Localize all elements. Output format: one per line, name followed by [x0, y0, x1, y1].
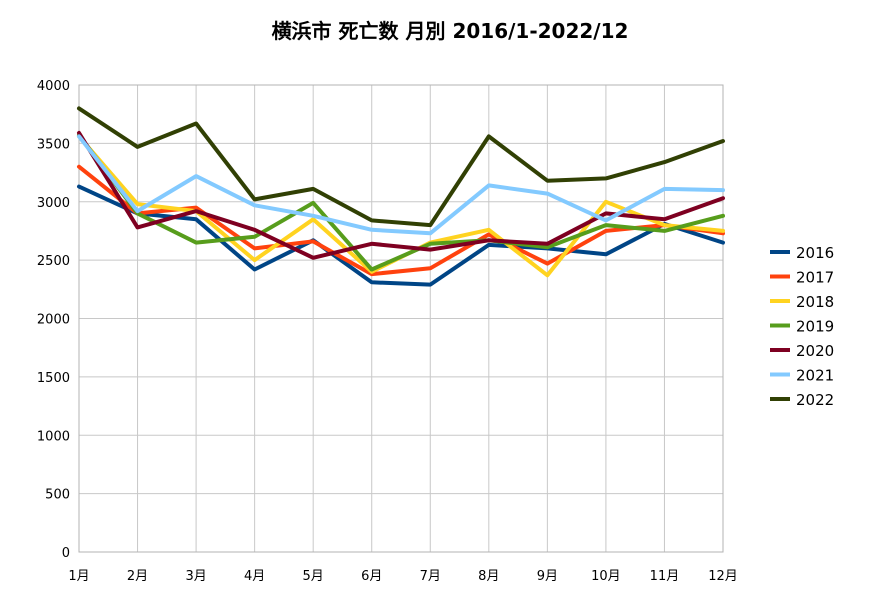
- x-tick-label: 2月: [127, 569, 148, 584]
- x-tick-label: 10月: [591, 569, 621, 584]
- y-tick-label: 500: [45, 488, 70, 503]
- legend-label-2019: 2019: [796, 318, 834, 336]
- y-tick-label: 1000: [37, 429, 70, 444]
- x-tick-label: 7月: [420, 569, 441, 584]
- series-line-2018: [77, 134, 725, 278]
- y-tick-label: 2000: [37, 313, 70, 328]
- axis-layer: 0 500 1000 1500 2000 2500 3000 3500 4000 1月 2月 3月 4月…: [37, 79, 738, 584]
- series-line-2019: [77, 133, 725, 272]
- y-tick-label: 4000: [37, 79, 70, 94]
- y-tick-label: 2500: [37, 254, 70, 269]
- legend-label-2017: 2017: [796, 269, 834, 287]
- x-tick-label: 4月: [244, 569, 265, 584]
- chart-title: 横浜市 死亡数 月別 2016/1-2022/12: [272, 19, 629, 43]
- x-tick-label: 3月: [185, 569, 206, 584]
- x-tick-label: 11月: [650, 569, 680, 584]
- legend-label-2016: 2016: [796, 244, 834, 262]
- x-tick-label: 5月: [303, 569, 324, 584]
- x-tick-label: 1月: [68, 569, 89, 584]
- y-tick-label: 3500: [37, 137, 70, 152]
- series-line-2016: [77, 184, 725, 287]
- series-line-2022: [77, 106, 725, 228]
- x-tick-label: 12月: [708, 569, 738, 584]
- legend-label-2022: 2022: [796, 391, 834, 409]
- y-tick-label: 1500: [37, 371, 70, 386]
- legend-label-2020: 2020: [796, 342, 834, 360]
- legend: 2016 2017 2018 2019 2020 2021 2022: [770, 244, 834, 409]
- x-tick-label: 9月: [537, 569, 558, 584]
- series-layer: [77, 106, 725, 287]
- x-tick-label: 6月: [361, 569, 382, 584]
- plot-frame: [78, 84, 724, 553]
- legend-label-2021: 2021: [796, 367, 834, 385]
- grid-layer: [78, 84, 724, 553]
- x-tick-label: 8月: [478, 569, 499, 584]
- y-tick-label: 3000: [37, 196, 70, 211]
- legend-label-2018: 2018: [796, 293, 834, 311]
- series-line-2021: [77, 134, 725, 236]
- y-tick-label: 0: [62, 546, 70, 561]
- series-line-2020: [77, 130, 725, 260]
